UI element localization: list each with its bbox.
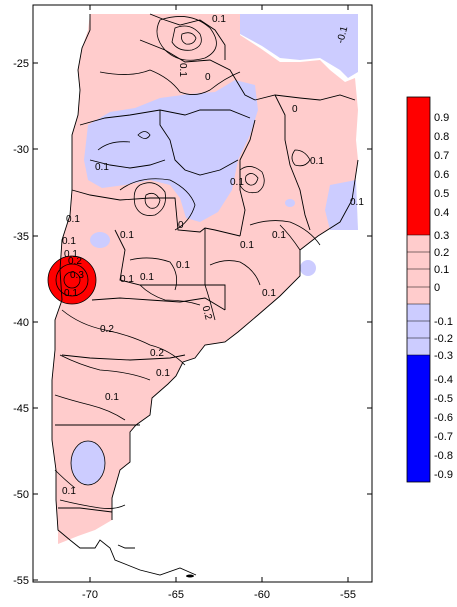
x-tick-label: -70: [82, 589, 98, 601]
x-tick-label: -65: [168, 589, 184, 601]
contour-label: 0.1: [176, 260, 190, 271]
contour-label: 0.1: [120, 230, 134, 241]
legend-label: 0.6: [434, 169, 449, 181]
y-tick-label: -25: [13, 58, 29, 70]
legend-label: -0.7: [434, 431, 453, 443]
x-axis: [89, 5, 349, 582]
contour-label: 0.1: [105, 392, 119, 403]
legend-label: -0.2: [434, 333, 453, 345]
legend-labels: 0.9 0.8 0.7 0.6 0.5 0.4 0.3 0.2 0.1 0 -0…: [434, 112, 453, 481]
contour-label: 0.3: [70, 270, 84, 281]
contour-label: 0.1: [310, 156, 324, 167]
legend-colorbar: [406, 96, 431, 483]
legend-label: -0.9: [434, 469, 453, 481]
contour-label: 0.1: [95, 162, 109, 173]
legend-label: 0.9: [434, 112, 449, 124]
legend-label: 0.5: [434, 188, 449, 200]
legend-label: -0.6: [434, 412, 453, 424]
y-tick-label: -40: [13, 317, 29, 329]
contour-label: 0.1: [156, 368, 170, 379]
land-negative-south: [70, 440, 106, 486]
contour-label: 0.1: [272, 230, 286, 241]
legend-label: -0.1: [434, 316, 453, 328]
contour-label: 0.1: [240, 240, 254, 251]
legend-swatch-weak-positive: [407, 235, 430, 304]
legend-dividers: [407, 234, 430, 356]
contour-label: 0.1: [64, 249, 78, 260]
contour-label: -0.1: [335, 25, 350, 45]
land-negative-east: [325, 180, 358, 230]
contour-label: 0.2: [68, 256, 82, 267]
land-negative-small-2: [300, 260, 316, 276]
contour-labels: 0.1 -0.1 0.1 0.1 0.1 0 0.1 0.1 0.1 0 0.1…: [62, 14, 364, 497]
legend-label: 0.1: [434, 264, 449, 276]
x-tick-label: -55: [340, 589, 356, 601]
contour-label: 0.2: [150, 348, 164, 359]
y-tick-label: -45: [13, 403, 29, 415]
legend-swatch-strong-negative: [407, 355, 430, 482]
contour-label: 0.1: [120, 274, 134, 285]
legend-label: 0.4: [434, 207, 449, 219]
legend-swatch-strong-positive: [407, 97, 430, 235]
contour-ring: [63, 271, 81, 289]
land-negative-north-east: [240, 14, 358, 78]
contour-label: 0.1: [230, 177, 244, 188]
land-negative-small-3: [285, 199, 295, 207]
contour-label: 0.1: [177, 63, 188, 77]
legend-label: -0.5: [434, 393, 453, 405]
contour-label: 0.1: [140, 272, 154, 283]
contour-lines: [54, 16, 321, 509]
y-tick-label: -50: [13, 489, 29, 501]
legend-frame: [406, 96, 431, 483]
legend-label: -0.4: [434, 374, 453, 386]
land-negative-small-1: [90, 232, 110, 248]
legend-label: 0: [434, 282, 440, 294]
contour-label: 0.1: [62, 486, 76, 497]
legend-label: 0.8: [434, 131, 449, 143]
legend-label: -0.3: [434, 350, 453, 362]
contour-label: 0.1: [262, 288, 276, 299]
contour-ring: [55, 263, 89, 297]
contour-label: 0.1: [62, 236, 76, 247]
province-borders: [55, 13, 356, 549]
y-tick-label: -30: [13, 144, 29, 156]
legend-label: 0.2: [434, 247, 449, 259]
contour-label: 0.1: [350, 197, 364, 208]
contour-label: 0.1: [212, 14, 226, 25]
x-tick-labels: -70 -65 -60 -55: [82, 589, 356, 601]
legend-label: -0.8: [434, 450, 453, 462]
legend-label: 0.7: [434, 150, 449, 162]
coastline: [51, 14, 359, 576]
y-tick-label: -35: [13, 231, 29, 243]
contour-label: 0: [178, 220, 184, 231]
contour-label: 0.1: [64, 288, 78, 299]
y-tick-label: -55: [13, 575, 29, 587]
x-tick-label: -60: [254, 589, 270, 601]
contour-label: 0.2: [100, 324, 114, 335]
y-axis: [33, 62, 372, 581]
contour-label: 0.2: [199, 305, 213, 322]
contour-label: 0: [292, 104, 298, 115]
legend-label: 0.3: [434, 230, 449, 242]
contour-label: 0: [205, 72, 211, 83]
contour-label: 0.1: [66, 214, 80, 225]
legend-swatch-weak-negative: [407, 304, 430, 355]
y-tick-labels: -25 -30 -35 -40 -45 -50 -55: [13, 58, 29, 587]
island-mark: [186, 574, 194, 578]
